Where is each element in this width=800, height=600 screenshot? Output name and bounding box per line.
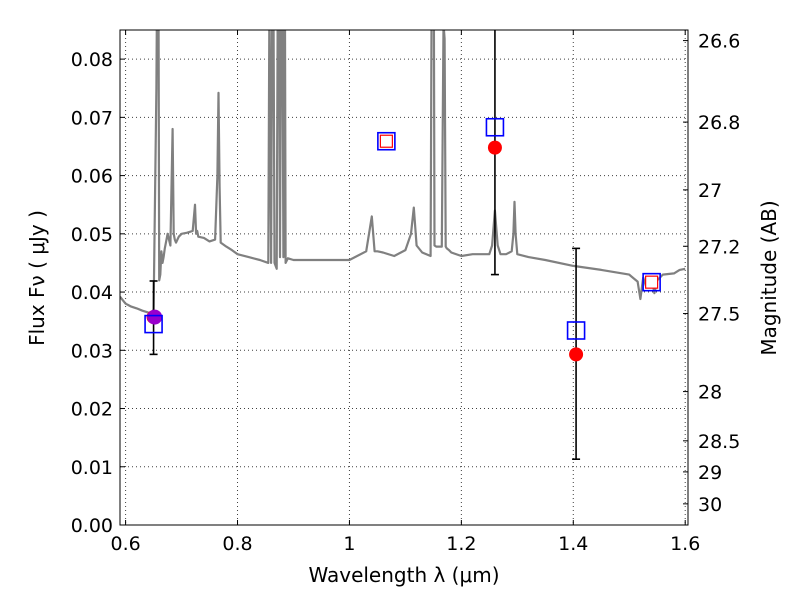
y-axis-title: Flux Fν ( μJy ) <box>25 210 49 346</box>
right-tick-label: 30 <box>698 494 722 516</box>
right-tick-label: 29 <box>698 462 722 484</box>
x-tick-label: 1.2 <box>446 533 476 555</box>
x-tick-label: 0.8 <box>222 533 252 555</box>
x-tick-label: 1.4 <box>558 533 588 555</box>
synthetic-point <box>566 321 586 340</box>
y-right-axis-title: Magnitude (AB) <box>757 200 781 355</box>
y-tick-label: 0.07 <box>71 107 113 129</box>
grid-lines <box>120 30 688 525</box>
y-tick-label: 0.02 <box>71 399 113 421</box>
x-tick-label: 1 <box>343 533 355 555</box>
y-tick-label: 0.06 <box>71 166 113 188</box>
right-tick-label: 26.8 <box>698 112 740 134</box>
plot-background <box>120 30 688 525</box>
y-tick-label: 0.05 <box>71 224 113 246</box>
y-tick-label: 0.08 <box>71 49 113 71</box>
observed-point <box>569 347 584 362</box>
x-axis-title: Wavelength λ (μm) <box>308 563 499 587</box>
right-tick-label: 27.5 <box>698 304 740 326</box>
highlight-point <box>147 309 163 325</box>
y-tick-label: 0.00 <box>71 515 113 537</box>
synthetic-point <box>377 131 396 151</box>
right-tick-label: 26.6 <box>698 31 740 53</box>
synthetic-point <box>642 272 661 292</box>
synthetic-point <box>485 117 505 137</box>
synthetic-point <box>144 314 163 334</box>
right-tick-label: 27.2 <box>698 236 740 258</box>
upper-limit-marker <box>645 275 659 289</box>
y-tick-label: 0.04 <box>71 282 113 304</box>
observed-point <box>487 140 502 155</box>
y-tick-label: 0.03 <box>71 340 113 362</box>
upper-limit-marker <box>379 134 393 148</box>
plot-frame <box>119 29 689 526</box>
right-tick-label: 28.5 <box>698 431 740 453</box>
data-layer <box>120 30 686 460</box>
y-tick-label: 0.01 <box>71 457 113 479</box>
x-tick-label: 0.6 <box>110 533 140 555</box>
x-tick-label: 1.6 <box>670 533 700 555</box>
right-tick-label: 28 <box>698 382 722 404</box>
axis-ticks: 0.6 0.8 1 1.2 1.4 1.6 0.00 0.01 0.02 0.03 0.04 0.05… <box>71 30 740 555</box>
right-tick-label: 27 <box>698 180 722 202</box>
model-spectrum-line <box>120 30 686 316</box>
